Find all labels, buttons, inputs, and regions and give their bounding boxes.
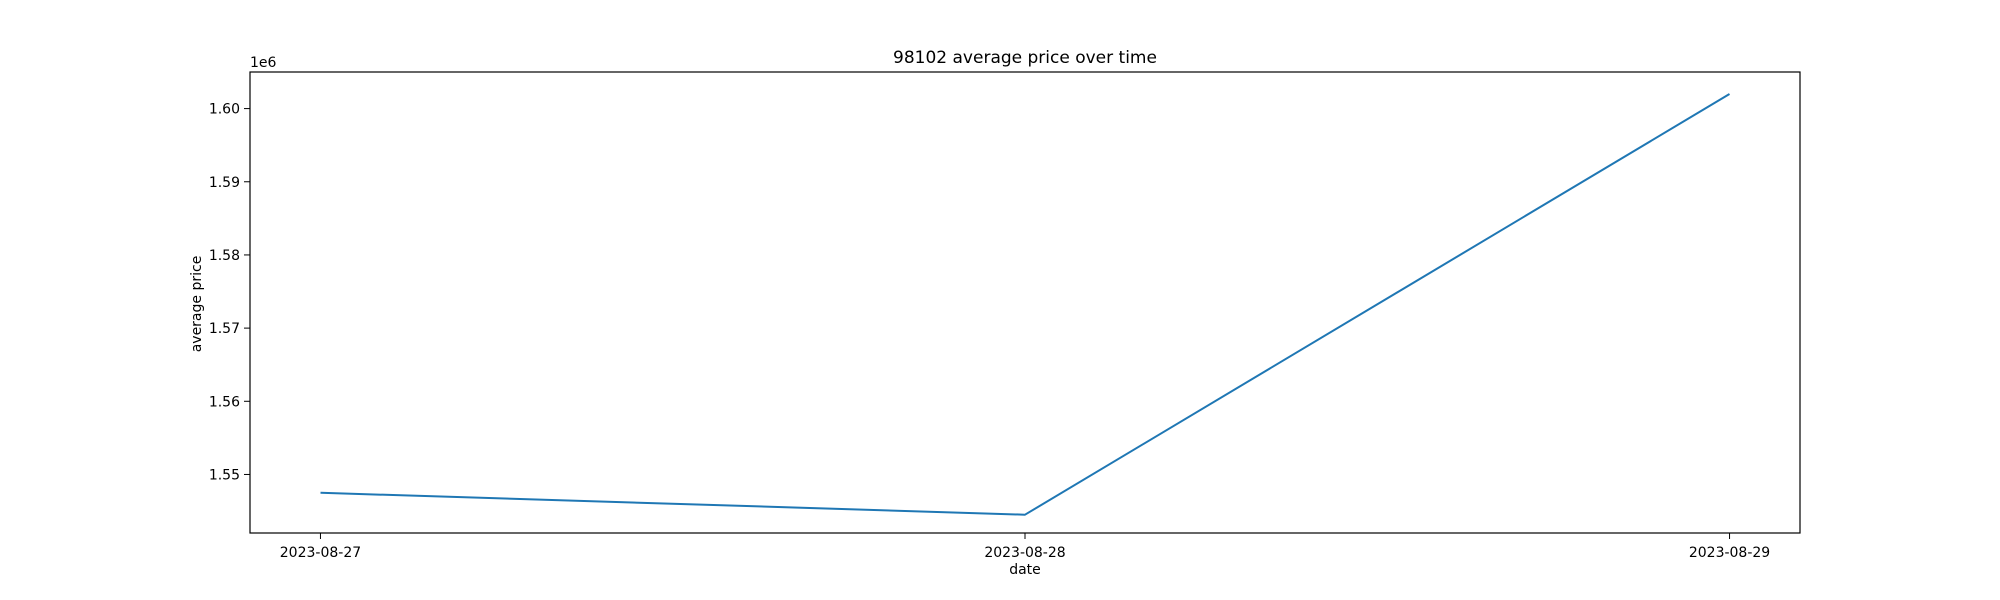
x-axis-label: date bbox=[1009, 562, 1041, 578]
x-tick-label: 2023-08-27 bbox=[280, 545, 361, 561]
y-axis-ticks: 1.55 1.56 1.57 1.58 1.59 1.60 bbox=[209, 102, 250, 483]
y-axis-label: average price bbox=[189, 256, 205, 353]
y-tick-label: 1.55 bbox=[209, 467, 240, 483]
y-tick-label: 1.60 bbox=[209, 102, 240, 118]
y-tick-label: 1.59 bbox=[209, 175, 240, 191]
plot-area-frame bbox=[249, 71, 1801, 534]
series-line-average-price bbox=[320, 93, 1731, 516]
y-tick-label: 1.57 bbox=[209, 321, 240, 337]
y-tick-label: 1.58 bbox=[209, 248, 240, 264]
chart-title: 98102 average price over time bbox=[893, 48, 1157, 68]
x-tick-label: 2023-08-28 bbox=[984, 545, 1065, 561]
y-offset-label: 1e6 bbox=[250, 55, 277, 71]
x-tick-label: 2023-08-29 bbox=[1689, 545, 1770, 561]
x-axis-ticks: 2023-08-27 2023-08-28 2023-08-29 bbox=[280, 533, 1770, 561]
y-tick-label: 1.56 bbox=[209, 394, 240, 410]
